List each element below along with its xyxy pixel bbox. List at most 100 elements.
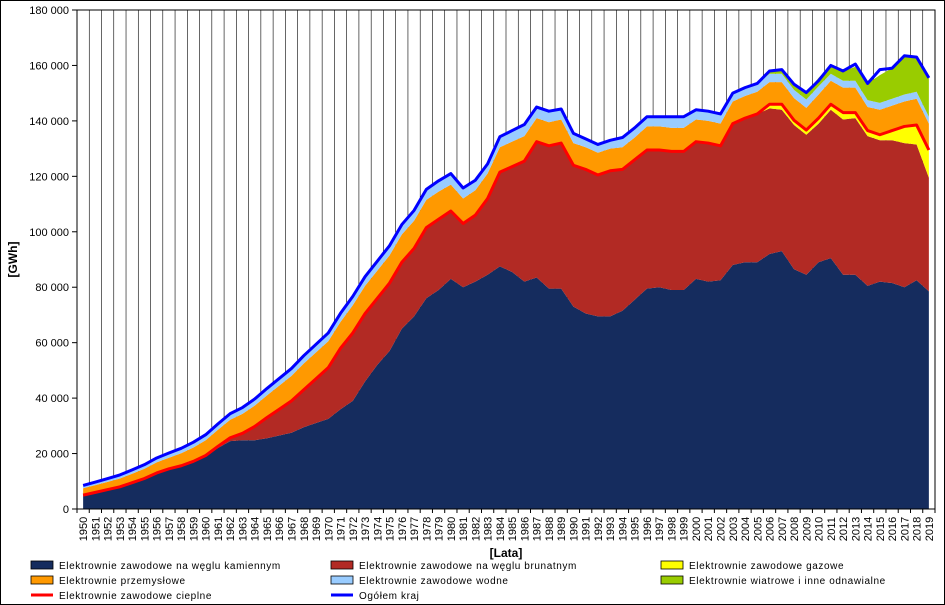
x-tick-label: 1994 <box>617 517 629 541</box>
y-tick-label: 140 000 <box>29 116 69 128</box>
x-tick-label: 1998 <box>666 517 678 541</box>
x-tick-label: 1965 <box>262 517 274 541</box>
x-tick-label: 1983 <box>483 517 495 541</box>
x-tick-label: 1952 <box>103 517 115 541</box>
y-tick-label: 20 000 <box>35 449 69 461</box>
x-tick-label: 1982 <box>470 517 482 541</box>
x-tick-label: 1950 <box>78 517 90 541</box>
x-tick-label: 1964 <box>250 517 262 541</box>
x-tick-label: 2006 <box>765 517 777 541</box>
x-tick-label: 1976 <box>397 517 409 541</box>
x-tick-label: 1974 <box>372 517 384 541</box>
x-tick-label: 1977 <box>409 517 421 541</box>
x-tick-label: 1978 <box>421 517 433 541</box>
x-tick-label: 1951 <box>90 517 102 541</box>
series-lines <box>82 54 931 497</box>
x-tick-label: 1955 <box>139 517 151 541</box>
legend-label: Elektrownie wiatrowe i inne odnawialne <box>689 576 886 587</box>
x-tick-label: 1969 <box>311 517 323 541</box>
x-tick-label: 1981 <box>458 517 470 541</box>
x-tick-label: 1958 <box>176 517 188 541</box>
x-tick-label: 1979 <box>434 517 446 541</box>
y-tick-label: 180 000 <box>29 5 69 17</box>
x-tick-label: 1970 <box>323 517 335 541</box>
x-tick-label: 1966 <box>274 517 286 541</box>
x-tick-label: 1986 <box>519 517 531 541</box>
x-tick-label: 2010 <box>814 517 826 541</box>
line-elektrownie-zawodowe-cieplne <box>82 102 931 497</box>
legend-swatch <box>330 575 354 585</box>
x-tick-label: 1957 <box>164 517 176 541</box>
x-tick-label: 1991 <box>581 517 593 541</box>
x-tick-label: 1961 <box>213 517 225 541</box>
x-tick-label: 1968 <box>299 517 311 541</box>
x-tick-label: 2013 <box>850 517 862 541</box>
x-tick-label: 1999 <box>679 517 691 541</box>
x-tick-label: 1973 <box>360 517 372 541</box>
y-tick-label: 80 000 <box>35 282 69 294</box>
x-tick-label: 2003 <box>728 517 740 541</box>
legend-swatch <box>660 560 684 570</box>
legend-label: Ogółem kraj <box>359 591 420 602</box>
x-tick-label: 1996 <box>642 517 654 541</box>
x-tick-label: 2012 <box>838 517 850 541</box>
legend-label: Elektrownie zawodowe cieplne <box>59 591 212 602</box>
y-tick-label: 160 000 <box>29 60 69 72</box>
y-tick-label: 40 000 <box>35 393 69 405</box>
x-tick-label: 2005 <box>752 517 764 541</box>
x-tick-label: 2019 <box>924 517 936 541</box>
y-axis-ticks: 0 20 000 40 000 60 000 80 000 100 000 120 000 1… <box>29 5 77 516</box>
x-tick-label: 2001 <box>703 517 715 541</box>
legend-label: Elektrownie zawodowe gazowe <box>689 561 844 572</box>
area-elektrownie-zawodowe-na-w-glu-kamiennym <box>83 251 929 509</box>
y-tick-label: 100 000 <box>29 227 69 239</box>
legend-swatch <box>660 575 684 585</box>
legend-label: Elektrownie zawodowe na węglu kamiennym <box>59 561 281 572</box>
legend-swatch <box>30 560 54 570</box>
x-tick-label: 1967 <box>287 517 299 541</box>
x-tick-label: 1962 <box>225 517 237 541</box>
x-tick-label: 1987 <box>532 517 544 541</box>
legend-label: Elektrownie zawodowe wodne <box>359 576 509 587</box>
x-tick-label: 1975 <box>385 517 397 541</box>
x-axis-ticks: 1950 1951 1952 1953 1954 1955 1956 1957 1958 1959… <box>76 509 936 541</box>
x-tick-label: 1953 <box>115 517 127 541</box>
x-tick-label: 2016 <box>887 517 899 541</box>
x-tick-label: 2004 <box>740 517 752 541</box>
legend: Elektrownie zawodowe na węglu kamiennym E… <box>30 560 886 602</box>
x-tick-label: 1997 <box>654 517 666 541</box>
x-tick-label: 1995 <box>630 517 642 541</box>
x-tick-label: 1989 <box>556 517 568 541</box>
y-tick-label: 60 000 <box>35 338 69 350</box>
x-tick-label: 2017 <box>899 517 911 541</box>
x-tick-label: 1960 <box>201 517 213 541</box>
line-og-em-kraj <box>82 54 931 487</box>
x-tick-label: 1988 <box>544 517 556 541</box>
x-tick-label: 1963 <box>237 517 249 541</box>
x-tick-label: 2015 <box>875 517 887 541</box>
x-tick-label: 2007 <box>777 517 789 541</box>
x-tick-label: 1971 <box>336 517 348 541</box>
x-tick-label: 1980 <box>446 517 458 541</box>
x-tick-label: 1956 <box>152 517 164 541</box>
x-tick-label: 2014 <box>863 517 875 541</box>
x-tick-label: 1984 <box>495 517 507 541</box>
x-tick-label: 2002 <box>716 517 728 541</box>
x-tick-label: 2018 <box>912 517 924 541</box>
x-tick-label: 1985 <box>507 517 519 541</box>
legend-label: Elektrownie przemysłowe <box>59 576 186 587</box>
legend-label: Elektrownie zawodowe na węglu brunatnym <box>359 561 577 572</box>
x-tick-label: 2011 <box>826 517 838 541</box>
x-tick-label: 2000 <box>691 517 703 541</box>
x-tick-label: 1993 <box>605 517 617 541</box>
x-tick-label: 1990 <box>568 517 580 541</box>
legend-swatch <box>330 560 354 570</box>
x-tick-label: 2008 <box>789 517 801 541</box>
y-tick-label: 120 000 <box>29 171 69 183</box>
legend-swatch <box>30 575 54 585</box>
x-axis-title: [Lata] <box>490 546 523 560</box>
area-elektrownie-przemys-owe <box>83 80 929 496</box>
x-tick-label: 1959 <box>188 517 200 541</box>
